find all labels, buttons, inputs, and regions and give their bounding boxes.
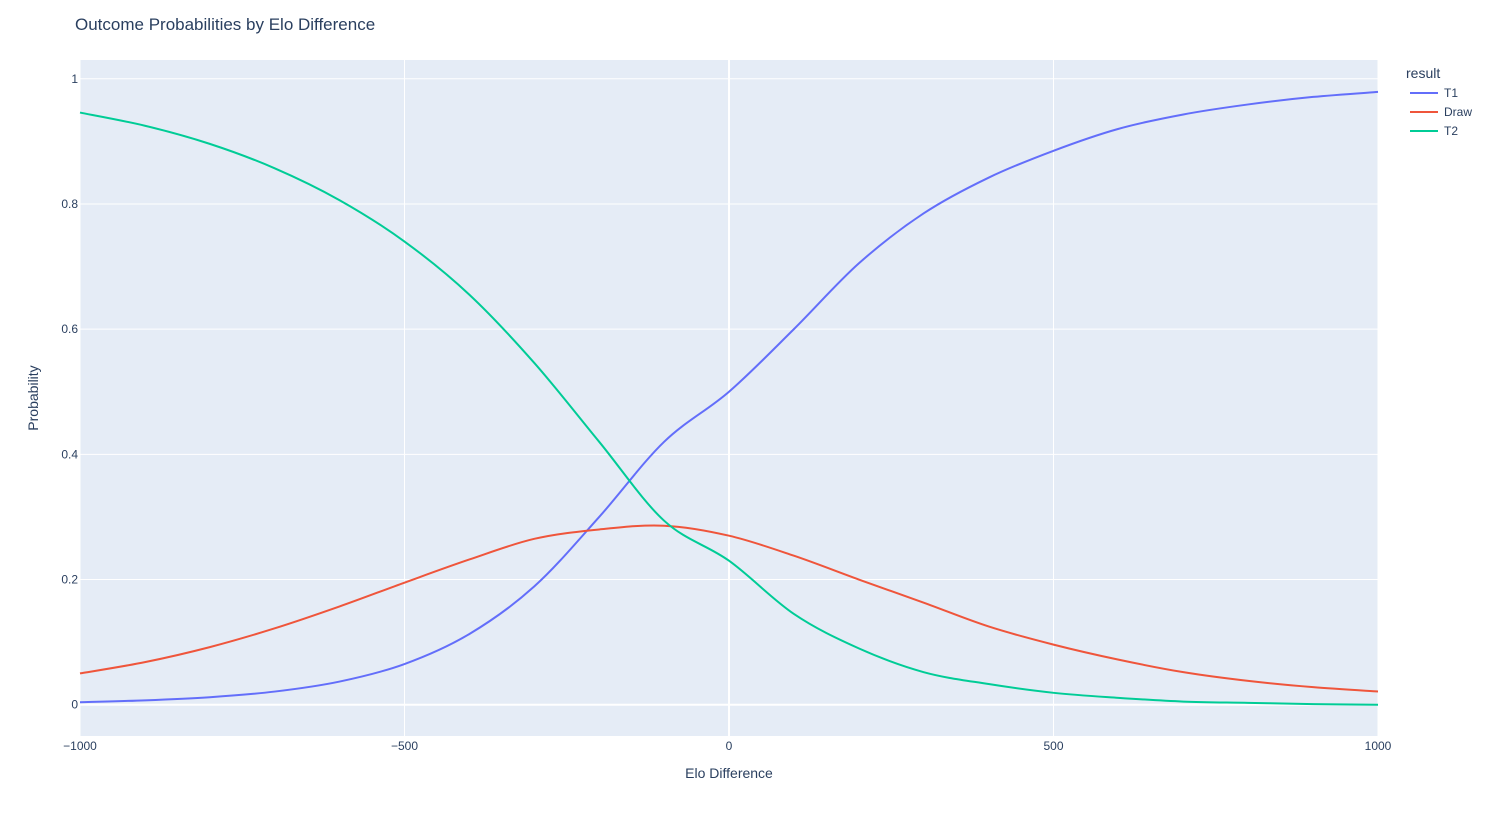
series-layer xyxy=(79,90,1379,706)
legend-title: result xyxy=(1406,65,1440,81)
x-tick-label: 0 xyxy=(726,739,733,753)
legend-item-t2[interactable]: T2 xyxy=(1410,124,1458,138)
legend-label: Draw xyxy=(1444,105,1472,119)
series-line-draw[interactable] xyxy=(79,524,1379,693)
y-tick-label: 0.4 xyxy=(61,447,78,461)
x-axis-title: Elo Difference xyxy=(685,765,773,781)
legend-label: T2 xyxy=(1444,124,1458,138)
series-line-t1[interactable] xyxy=(79,90,1379,704)
y-tick-label: 1 xyxy=(71,72,78,86)
x-tick-label: 500 xyxy=(1043,739,1063,753)
legend-item-draw[interactable]: Draw xyxy=(1410,105,1472,119)
legend-item-t1[interactable]: T1 xyxy=(1410,86,1458,100)
chart-title: Outcome Probabilities by Elo Difference xyxy=(75,15,375,34)
x-tick-label: −1000 xyxy=(63,739,97,753)
x-tick-label: −500 xyxy=(391,739,418,753)
legend[interactable]: result T1 Draw T2 xyxy=(1406,65,1472,138)
y-axis-title: Probability xyxy=(25,365,41,430)
grid-layer xyxy=(79,60,1379,736)
y-tick-label: 0.6 xyxy=(61,322,78,336)
legend-label: T1 xyxy=(1444,86,1458,100)
y-tick-label: 0.2 xyxy=(61,573,78,587)
y-tick-label: 0 xyxy=(71,698,78,712)
tick-layer: −1000 −500 0 500 1000 0 0.2 0.4 0.6 0.8 1 xyxy=(61,72,1391,753)
series-line-t2[interactable] xyxy=(79,111,1379,706)
y-tick-label: 0.8 xyxy=(61,197,78,211)
x-tick-label: 1000 xyxy=(1365,739,1392,753)
